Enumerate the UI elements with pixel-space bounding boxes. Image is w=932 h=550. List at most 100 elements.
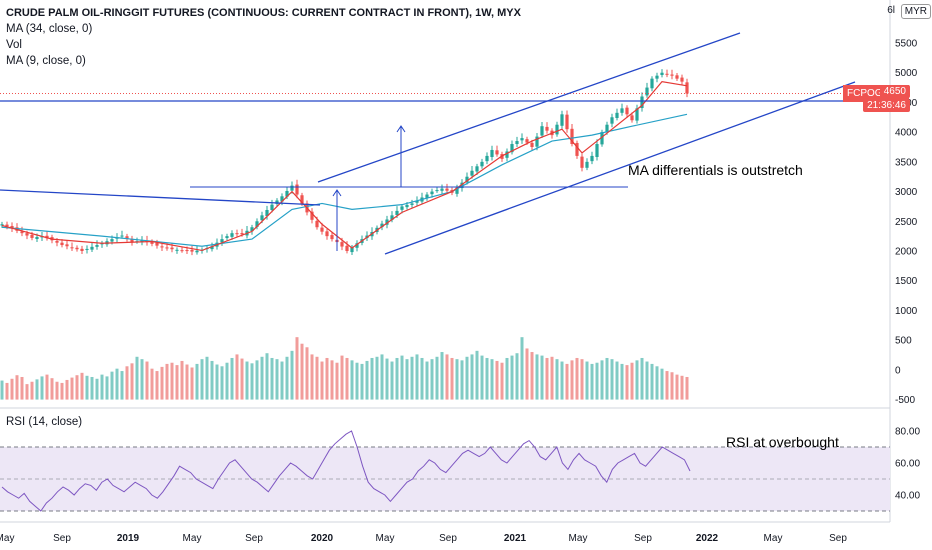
- volume-bar: [420, 357, 424, 400]
- volume-bar: [45, 374, 49, 400]
- volume-bar: [585, 361, 589, 400]
- candle-body: [95, 245, 99, 247]
- volume-bar: [510, 355, 514, 400]
- volume-bar: [625, 365, 629, 400]
- volume-bar: [155, 371, 159, 400]
- candle-body: [170, 247, 174, 250]
- candle-body: [110, 239, 114, 242]
- candle-body: [30, 234, 34, 238]
- volume-bar: [175, 365, 179, 400]
- volume-bar: [365, 360, 369, 400]
- legend-ma34[interactable]: MA (34, close, 0): [6, 23, 93, 35]
- volume-bar: [460, 360, 464, 400]
- volume-bar: [185, 364, 189, 400]
- volume-bar: [285, 356, 289, 400]
- volume-bar: [595, 362, 599, 400]
- volume-bar: [65, 379, 69, 400]
- candle-body: [70, 247, 74, 249]
- volume-bar: [550, 356, 554, 400]
- candle-body: [385, 219, 389, 225]
- candle-body: [585, 161, 589, 168]
- volume-bar: [335, 362, 339, 400]
- volume-bar: [150, 368, 154, 400]
- volume-bar: [380, 354, 384, 400]
- volume-bar: [200, 359, 204, 400]
- candle-body: [195, 250, 199, 253]
- volume-bar: [605, 357, 609, 400]
- volume-bar: [540, 355, 544, 400]
- volume-bar: [215, 364, 219, 400]
- legend-rsi[interactable]: RSI (14, close): [6, 416, 83, 428]
- candle-body: [535, 136, 539, 147]
- volume-bar: [525, 348, 529, 400]
- candle-body: [330, 235, 334, 240]
- volume-bar: [575, 357, 579, 400]
- volume-bar: [630, 362, 634, 400]
- time-tick-label: 2019: [117, 533, 140, 544]
- candle-body: [160, 246, 164, 248]
- ma34-line: [1, 113, 688, 247]
- candle-body: [320, 227, 324, 232]
- volume-bar: [360, 363, 364, 400]
- volume-bar: [350, 360, 354, 400]
- candle-body: [435, 190, 439, 192]
- candle-body: [595, 144, 599, 157]
- candle-body: [440, 188, 444, 191]
- candle-body: [640, 96, 644, 109]
- volume-bar: [305, 347, 309, 400]
- volume-bar: [560, 361, 564, 400]
- annotation-rsi-overbought: RSI at overbought: [726, 434, 839, 450]
- candle-body: [180, 250, 184, 252]
- volume-bar: [615, 361, 619, 400]
- price-tick-label: 2500: [895, 217, 918, 228]
- price-tick-label: 3500: [895, 157, 918, 168]
- candle-body: [25, 233, 29, 236]
- time-tick-label: May: [0, 533, 14, 544]
- volume-bar: [580, 359, 584, 400]
- volume-bar: [435, 356, 439, 400]
- channel-lower-line: [384, 81, 856, 255]
- currency-button[interactable]: MYR: [900, 4, 931, 19]
- volume-bar: [455, 359, 459, 400]
- axis-top-label: 6l: [887, 5, 895, 16]
- ma9-line: [1, 80, 688, 252]
- volume-bar: [5, 382, 9, 400]
- volume-bar: [110, 371, 114, 400]
- volume-bar: [425, 361, 429, 400]
- candle-body: [525, 139, 529, 143]
- volume-bar: [570, 360, 574, 400]
- volume-bar: [105, 376, 109, 400]
- volume-bar: [410, 356, 414, 400]
- volume-bar: [195, 363, 199, 400]
- candle-body: [570, 128, 574, 145]
- volume-bar: [225, 362, 229, 400]
- candle-body: [395, 210, 399, 215]
- volume-bar: [660, 368, 664, 400]
- volume-bar: [75, 375, 79, 400]
- target-arrow-head: [396, 125, 406, 133]
- candle-body: [580, 156, 584, 168]
- candle-body: [680, 77, 684, 82]
- volume-bar: [500, 362, 504, 400]
- candle-body: [470, 170, 474, 176]
- volume-bar: [100, 374, 104, 400]
- candle-body: [10, 225, 14, 229]
- price-tick-label: 500: [895, 336, 912, 347]
- candle-body: [55, 241, 59, 243]
- drawings-layer: MA differentials is outstretch: [0, 32, 890, 255]
- volume-bar: [635, 360, 639, 400]
- candle-body: [545, 126, 549, 131]
- price-pane: [0, 69, 890, 256]
- legend-ma9[interactable]: MA (9, close, 0): [6, 55, 86, 67]
- volume-bar: [60, 382, 64, 400]
- volume-bar: [165, 363, 169, 400]
- volume-bar: [290, 350, 294, 400]
- candle-body: [685, 82, 689, 94]
- legend-vol[interactable]: Vol: [6, 39, 22, 51]
- volume-bar: [505, 357, 509, 400]
- candle-body: [390, 215, 394, 220]
- candle-body: [460, 182, 464, 189]
- volume-bar: [495, 360, 499, 400]
- volume-bar: [85, 375, 89, 400]
